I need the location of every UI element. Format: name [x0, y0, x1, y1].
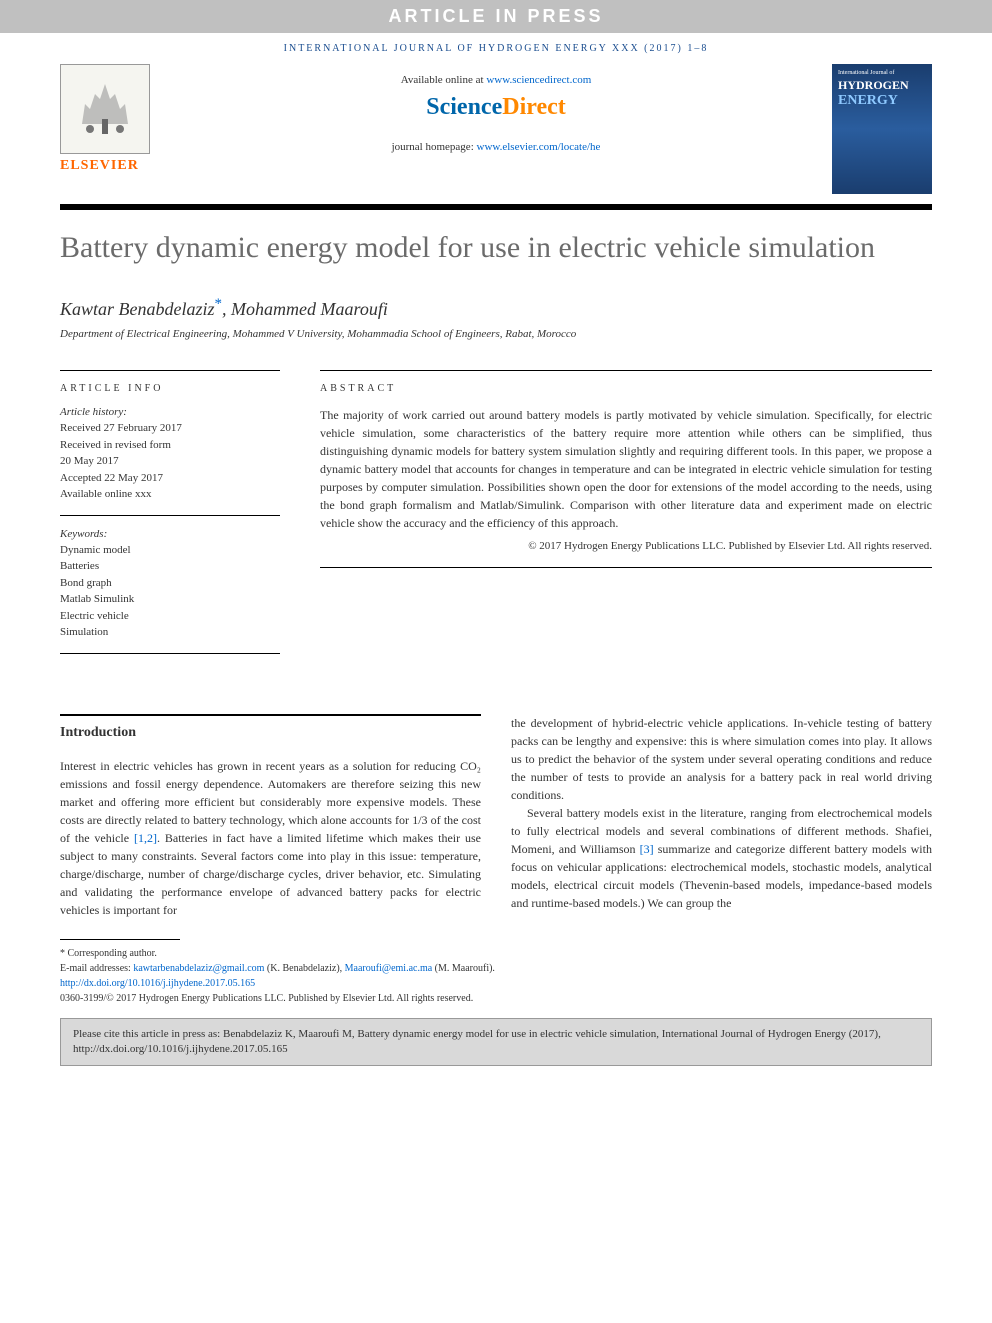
- abstract-copyright: © 2017 Hydrogen Energy Publications LLC.…: [320, 538, 932, 555]
- email-line: E-mail addresses: kawtarbenabdelaziz@gma…: [60, 961, 932, 976]
- author-1: Kawtar Benabdelaziz: [60, 299, 215, 319]
- corresponding-author: * Corresponding author.: [60, 946, 932, 961]
- journal-reference: INTERNATIONAL JOURNAL OF HYDROGEN ENERGY…: [0, 33, 992, 64]
- elsevier-text: ELSEVIER: [60, 158, 160, 174]
- col2-paragraph-1: the development of hybrid-electric vehic…: [511, 714, 932, 804]
- affiliation: Department of Electrical Engineering, Mo…: [60, 328, 932, 340]
- doi-link[interactable]: http://dx.doi.org/10.1016/j.ijhydene.201…: [60, 978, 255, 989]
- abstract-section: ABSTRACT The majority of work carried ou…: [320, 370, 932, 654]
- info-abstract-section: ARTICLE INFO Article history: Received 2…: [0, 350, 992, 674]
- email-1-name: (K. Benabdelaziz),: [264, 963, 344, 974]
- history-label: Article history:: [60, 406, 280, 418]
- available-label: Available online at: [401, 74, 487, 86]
- keyword-5: Electric vehicle: [60, 608, 280, 625]
- issn-copyright: 0360-3199/© 2017 Hydrogen Energy Publica…: [60, 991, 932, 1006]
- keyword-6: Simulation: [60, 624, 280, 641]
- elsevier-logo: ELSEVIER: [60, 64, 160, 174]
- cover-journal-name: International Journal of: [838, 70, 926, 76]
- homepage-label: journal homepage:: [392, 141, 477, 153]
- footer-section: * Corresponding author. E-mail addresses…: [0, 939, 992, 1006]
- author-2: Mohammed Maaroufi: [231, 299, 388, 319]
- accepted-date: Accepted 22 May 2017: [60, 470, 280, 487]
- journal-cover: International Journal of HYDROGEN ENERGY: [832, 64, 932, 194]
- body-column-left: Introduction Interest in electric vehicl…: [60, 714, 481, 919]
- header-section: ELSEVIER Available online at www.science…: [0, 64, 992, 204]
- cover-hydrogen: HYDROGEN: [838, 78, 926, 93]
- elsevier-tree-icon: [60, 64, 150, 154]
- article-info-heading: ARTICLE INFO: [60, 370, 280, 394]
- keyword-4: Matlab Simulink: [60, 591, 280, 608]
- email-2-link[interactable]: Maaroufi@emi.ac.ma: [345, 963, 433, 974]
- cover-energy: ENERGY: [838, 93, 926, 109]
- email-1-link[interactable]: kawtarbenabdelaziz@gmail.com: [133, 963, 264, 974]
- keyword-2: Batteries: [60, 558, 280, 575]
- abstract-heading: ABSTRACT: [320, 370, 932, 394]
- email-label: E-mail addresses:: [60, 963, 133, 974]
- logo-direct: Direct: [502, 94, 566, 120]
- keyword-1: Dynamic model: [60, 542, 280, 559]
- sciencedirect-logo: ScienceDirect: [180, 94, 812, 121]
- available-date: Available online xxx: [60, 486, 280, 503]
- article-title: Battery dynamic energy model for use in …: [60, 230, 932, 266]
- author-separator: ,: [222, 299, 231, 319]
- article-info: ARTICLE INFO Article history: Received 2…: [60, 370, 280, 654]
- body-columns: Introduction Interest in electric vehicl…: [0, 674, 992, 939]
- homepage-link[interactable]: www.elsevier.com/locate/he: [477, 141, 601, 153]
- keywords-label: Keywords:: [60, 528, 280, 540]
- footer-rule: [60, 939, 180, 940]
- header-center: Available online at www.sciencedirect.co…: [160, 64, 832, 163]
- available-online-text: Available online at www.sciencedirect.co…: [180, 74, 812, 86]
- keyword-3: Bond graph: [60, 575, 280, 592]
- logo-science: Science: [426, 94, 502, 120]
- revised-line1: Received in revised form: [60, 437, 280, 454]
- col2-paragraph-2: Several battery models exist in the lite…: [511, 804, 932, 912]
- cite-box: Please cite this article in press as: Be…: [60, 1018, 932, 1067]
- abstract-body: The majority of work carried out around …: [320, 408, 932, 530]
- sciencedirect-url-link[interactable]: www.sciencedirect.com: [486, 74, 591, 86]
- revised-line2: 20 May 2017: [60, 453, 280, 470]
- ref-link-3[interactable]: [3]: [640, 842, 654, 856]
- title-section: Battery dynamic energy model for use in …: [0, 210, 992, 350]
- received-date: Received 27 February 2017: [60, 420, 280, 437]
- email-2-name: (M. Maaroufi).: [432, 963, 495, 974]
- journal-homepage: journal homepage: www.elsevier.com/locat…: [180, 141, 812, 153]
- body-column-right: the development of hybrid-electric vehic…: [511, 714, 932, 919]
- introduction-heading: Introduction: [60, 714, 481, 743]
- keywords-list: Dynamic model Batteries Bond graph Matla…: [60, 542, 280, 654]
- intro-paragraph-1: Interest in electric vehicles has grown …: [60, 757, 481, 919]
- abstract-text: The majority of work carried out around …: [320, 406, 932, 568]
- article-in-press-banner: ARTICLE IN PRESS: [0, 0, 992, 33]
- authors: Kawtar Benabdelaziz*, Mohammed Maaroufi: [60, 296, 932, 320]
- corresponding-star: *: [215, 296, 223, 312]
- ref-link-12[interactable]: [1,2]: [134, 831, 157, 845]
